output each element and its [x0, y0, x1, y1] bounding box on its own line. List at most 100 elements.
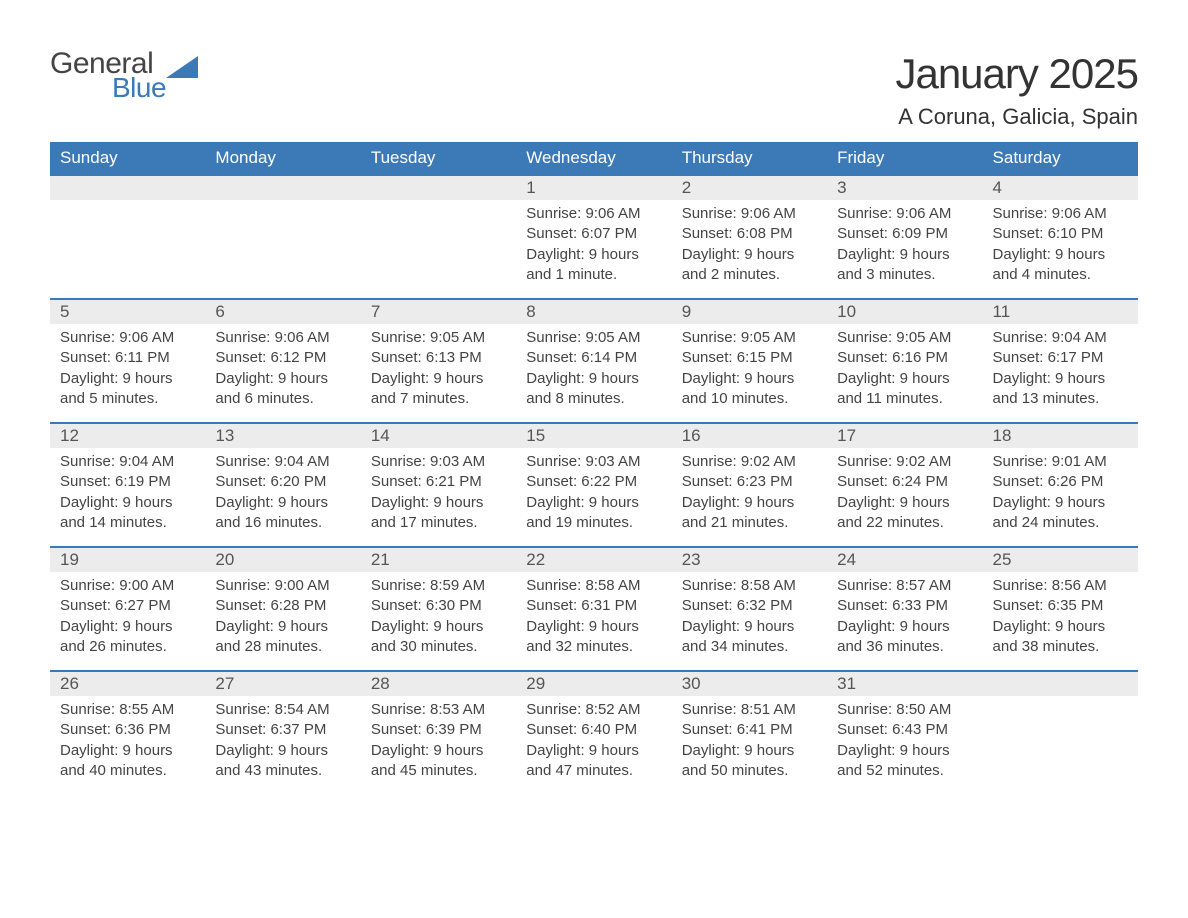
calendar-cell: 4Sunrise: 9:06 AMSunset: 6:10 PMDaylight… — [983, 175, 1138, 299]
day-details: Sunrise: 9:00 AMSunset: 6:28 PMDaylight:… — [205, 572, 360, 665]
sunset-text: Sunset: 6:22 PM — [526, 472, 661, 492]
daylight-text: Daylight: 9 hours and 43 minutes. — [215, 741, 350, 782]
day-details: Sunrise: 9:02 AMSunset: 6:24 PMDaylight:… — [827, 448, 982, 541]
calendar-cell: 2Sunrise: 9:06 AMSunset: 6:08 PMDaylight… — [672, 175, 827, 299]
calendar-cell: 12Sunrise: 9:04 AMSunset: 6:19 PMDayligh… — [50, 423, 205, 547]
day-number: 16 — [672, 424, 827, 448]
sunrise-text: Sunrise: 8:52 AM — [526, 700, 661, 720]
daylight-text: Daylight: 9 hours and 3 minutes. — [837, 245, 972, 286]
sunset-text: Sunset: 6:09 PM — [837, 224, 972, 244]
day-details: Sunrise: 9:04 AMSunset: 6:17 PMDaylight:… — [983, 324, 1138, 417]
day-number: 17 — [827, 424, 982, 448]
page-header: General Blue January 2025 A Coruna, Gali… — [50, 50, 1138, 130]
calendar-cell: 13Sunrise: 9:04 AMSunset: 6:20 PMDayligh… — [205, 423, 360, 547]
daylight-text: Daylight: 9 hours and 11 minutes. — [837, 369, 972, 410]
sunset-text: Sunset: 6:43 PM — [837, 720, 972, 740]
sunrise-text: Sunrise: 9:06 AM — [993, 204, 1128, 224]
day-number: 6 — [205, 300, 360, 324]
weekday-header: Tuesday — [361, 142, 516, 175]
sunrise-text: Sunrise: 8:58 AM — [682, 576, 817, 596]
sunset-text: Sunset: 6:31 PM — [526, 596, 661, 616]
calendar-cell: 22Sunrise: 8:58 AMSunset: 6:31 PMDayligh… — [516, 547, 671, 671]
sunrise-text: Sunrise: 8:50 AM — [837, 700, 972, 720]
weekday-header: Sunday — [50, 142, 205, 175]
day-number — [50, 176, 205, 200]
daylight-text: Daylight: 9 hours and 34 minutes. — [682, 617, 817, 658]
day-details: Sunrise: 9:05 AMSunset: 6:13 PMDaylight:… — [361, 324, 516, 417]
day-number — [983, 672, 1138, 696]
calendar-cell: 9Sunrise: 9:05 AMSunset: 6:15 PMDaylight… — [672, 299, 827, 423]
day-number: 19 — [50, 548, 205, 572]
day-details: Sunrise: 8:52 AMSunset: 6:40 PMDaylight:… — [516, 696, 671, 789]
calendar-cell: 5Sunrise: 9:06 AMSunset: 6:11 PMDaylight… — [50, 299, 205, 423]
calendar-cell: 25Sunrise: 8:56 AMSunset: 6:35 PMDayligh… — [983, 547, 1138, 671]
calendar-week-row: 19Sunrise: 9:00 AMSunset: 6:27 PMDayligh… — [50, 547, 1138, 671]
daylight-text: Daylight: 9 hours and 36 minutes. — [837, 617, 972, 658]
calendar-cell: 8Sunrise: 9:05 AMSunset: 6:14 PMDaylight… — [516, 299, 671, 423]
calendar-cell: 30Sunrise: 8:51 AMSunset: 6:41 PMDayligh… — [672, 671, 827, 795]
weekday-header: Monday — [205, 142, 360, 175]
sunset-text: Sunset: 6:13 PM — [371, 348, 506, 368]
sunset-text: Sunset: 6:36 PM — [60, 720, 195, 740]
day-number — [205, 176, 360, 200]
sunset-text: Sunset: 6:19 PM — [60, 472, 195, 492]
calendar-week-row: 12Sunrise: 9:04 AMSunset: 6:19 PMDayligh… — [50, 423, 1138, 547]
weekday-header: Wednesday — [516, 142, 671, 175]
calendar-cell: 20Sunrise: 9:00 AMSunset: 6:28 PMDayligh… — [205, 547, 360, 671]
daylight-text: Daylight: 9 hours and 38 minutes. — [993, 617, 1128, 658]
sunrise-text: Sunrise: 8:53 AM — [371, 700, 506, 720]
day-details: Sunrise: 9:02 AMSunset: 6:23 PMDaylight:… — [672, 448, 827, 541]
sunset-text: Sunset: 6:21 PM — [371, 472, 506, 492]
calendar-cell: 14Sunrise: 9:03 AMSunset: 6:21 PMDayligh… — [361, 423, 516, 547]
day-number: 31 — [827, 672, 982, 696]
sunset-text: Sunset: 6:17 PM — [993, 348, 1128, 368]
location-subtitle: A Coruna, Galicia, Spain — [895, 104, 1138, 130]
calendar-cell: 27Sunrise: 8:54 AMSunset: 6:37 PMDayligh… — [205, 671, 360, 795]
calendar-cell: 16Sunrise: 9:02 AMSunset: 6:23 PMDayligh… — [672, 423, 827, 547]
sunset-text: Sunset: 6:16 PM — [837, 348, 972, 368]
day-details: Sunrise: 8:50 AMSunset: 6:43 PMDaylight:… — [827, 696, 982, 789]
day-number: 30 — [672, 672, 827, 696]
day-details: Sunrise: 9:04 AMSunset: 6:19 PMDaylight:… — [50, 448, 205, 541]
day-details: Sunrise: 8:54 AMSunset: 6:37 PMDaylight:… — [205, 696, 360, 789]
day-number: 8 — [516, 300, 671, 324]
brand-logo: General Blue — [50, 50, 198, 101]
daylight-text: Daylight: 9 hours and 16 minutes. — [215, 493, 350, 534]
calendar-cell: 19Sunrise: 9:00 AMSunset: 6:27 PMDayligh… — [50, 547, 205, 671]
day-number: 14 — [361, 424, 516, 448]
day-number: 10 — [827, 300, 982, 324]
day-number: 29 — [516, 672, 671, 696]
day-number: 22 — [516, 548, 671, 572]
weekday-header: Friday — [827, 142, 982, 175]
sunrise-text: Sunrise: 9:03 AM — [526, 452, 661, 472]
sunrise-text: Sunrise: 9:05 AM — [371, 328, 506, 348]
day-number: 24 — [827, 548, 982, 572]
sunrise-text: Sunrise: 8:54 AM — [215, 700, 350, 720]
day-number: 25 — [983, 548, 1138, 572]
day-number: 20 — [205, 548, 360, 572]
sunrise-text: Sunrise: 9:06 AM — [215, 328, 350, 348]
day-number: 1 — [516, 176, 671, 200]
day-details: Sunrise: 9:05 AMSunset: 6:15 PMDaylight:… — [672, 324, 827, 417]
sunrise-text: Sunrise: 9:01 AM — [993, 452, 1128, 472]
daylight-text: Daylight: 9 hours and 4 minutes. — [993, 245, 1128, 286]
calendar-cell: 1Sunrise: 9:06 AMSunset: 6:07 PMDaylight… — [516, 175, 671, 299]
sunset-text: Sunset: 6:28 PM — [215, 596, 350, 616]
day-details: Sunrise: 9:03 AMSunset: 6:22 PMDaylight:… — [516, 448, 671, 541]
sunrise-text: Sunrise: 9:02 AM — [682, 452, 817, 472]
daylight-text: Daylight: 9 hours and 19 minutes. — [526, 493, 661, 534]
sunrise-text: Sunrise: 9:02 AM — [837, 452, 972, 472]
daylight-text: Daylight: 9 hours and 50 minutes. — [682, 741, 817, 782]
calendar-table: SundayMondayTuesdayWednesdayThursdayFrid… — [50, 142, 1138, 795]
daylight-text: Daylight: 9 hours and 30 minutes. — [371, 617, 506, 658]
sunset-text: Sunset: 6:14 PM — [526, 348, 661, 368]
day-details: Sunrise: 9:03 AMSunset: 6:21 PMDaylight:… — [361, 448, 516, 541]
brand-arrow-icon — [166, 56, 198, 78]
sunrise-text: Sunrise: 9:06 AM — [682, 204, 817, 224]
daylight-text: Daylight: 9 hours and 22 minutes. — [837, 493, 972, 534]
sunset-text: Sunset: 6:32 PM — [682, 596, 817, 616]
calendar-cell: 18Sunrise: 9:01 AMSunset: 6:26 PMDayligh… — [983, 423, 1138, 547]
daylight-text: Daylight: 9 hours and 6 minutes. — [215, 369, 350, 410]
day-number: 27 — [205, 672, 360, 696]
calendar-cell — [361, 175, 516, 299]
